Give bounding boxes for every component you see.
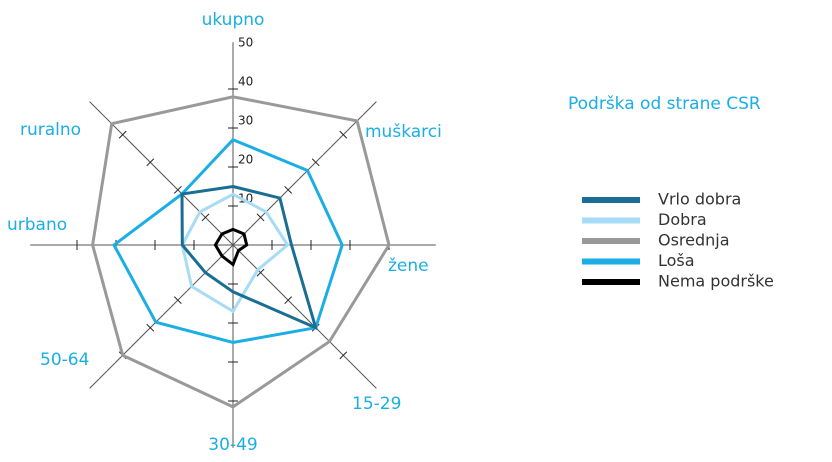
legend-swatch [582, 238, 640, 244]
axis-line [89, 101, 234, 246]
legend-label: Nema podrške [658, 272, 774, 291]
tick-mark [173, 296, 182, 305]
category-label: 50-64 [40, 350, 89, 370]
legend-label: Vrlo dobra [658, 190, 741, 209]
category-label: muškarci [365, 122, 442, 142]
tick-mark [284, 296, 293, 305]
r-tick-label: 30 [238, 114, 253, 128]
tick-mark [146, 323, 155, 332]
tick-mark [311, 158, 320, 167]
category-label: ukupno [202, 10, 265, 30]
legend-swatch [582, 197, 640, 203]
tick-mark [339, 130, 348, 139]
series-line [213, 227, 249, 267]
series-line [180, 192, 290, 314]
tick-mark [256, 268, 265, 277]
r-tick-label: 50 [238, 36, 253, 50]
tick-mark [201, 213, 210, 222]
category-label: 30-49 [208, 435, 257, 455]
tick-mark [118, 130, 127, 139]
tick-mark [256, 213, 265, 222]
axis-line [89, 244, 234, 389]
category-label: 15-29 [352, 394, 401, 414]
r-tick-label: 40 [238, 75, 253, 89]
category-label: urbano [7, 215, 67, 235]
tick-mark [173, 185, 182, 194]
category-label: ruralno [20, 120, 81, 140]
tick-mark [146, 158, 155, 167]
axis-line [232, 101, 377, 246]
legend-swatch [582, 258, 640, 265]
series-line [112, 137, 344, 345]
axis-line [232, 244, 377, 389]
legend-swatch [582, 217, 640, 224]
legend-swatch [582, 279, 640, 285]
series-line [180, 184, 319, 331]
legend-title: Podrška od strane CSR [568, 94, 761, 114]
legend-label: Dobra [658, 210, 707, 229]
legend-label: Loša [658, 251, 695, 270]
r-tick-label: 20 [238, 153, 253, 167]
category-label: žene [388, 256, 429, 276]
tick-mark [339, 351, 348, 360]
tick-mark [284, 185, 293, 194]
series-line [91, 95, 391, 409]
legend-label: Osrednja [658, 231, 730, 250]
